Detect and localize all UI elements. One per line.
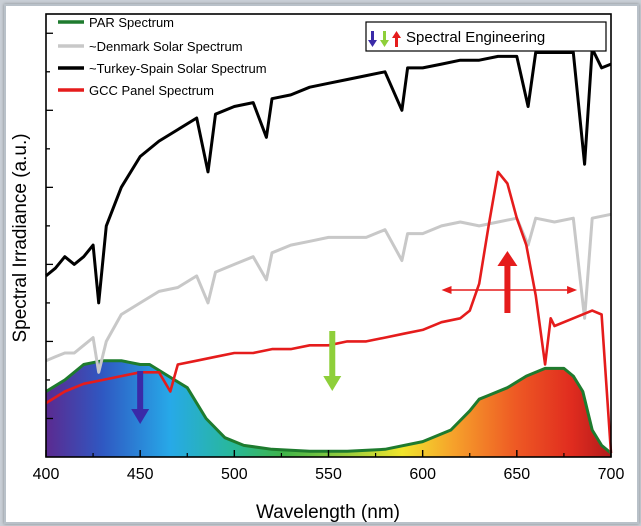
annotation-arrow-head bbox=[131, 409, 150, 424]
annotation-arrow-head bbox=[323, 376, 342, 391]
x-tick-label: 700 bbox=[598, 466, 625, 483]
annotation-arrow-shaft bbox=[504, 265, 511, 313]
annotation-arrow-shaft bbox=[137, 371, 144, 410]
legend-label-turkey-spain: ~Turkey-Spain Solar Spectrum bbox=[89, 61, 267, 76]
turkey-spain-spectrum-line bbox=[45, 47, 612, 305]
y-axis-title: Spectral Irradiance (a.u.) bbox=[10, 133, 31, 342]
spectral-engineering-box: Spectral Engineering bbox=[365, 21, 607, 52]
legend-label-par: PAR Spectrum bbox=[89, 15, 174, 30]
annotation-arrow-head bbox=[567, 286, 578, 294]
legend-label-gcc: GCC Panel Spectrum bbox=[89, 83, 214, 98]
x-tick-label: 450 bbox=[127, 466, 154, 483]
annotation-arrow-head bbox=[441, 286, 452, 294]
denmark-spectrum-line bbox=[45, 212, 612, 374]
chart-canvas: 400 450 500 550 600 650 700 Wavelength (nm) Sp… bbox=[10, 13, 625, 522]
gcc-panel-spectrum-line bbox=[45, 170, 613, 454]
blue-down-arrow-icon bbox=[368, 31, 377, 47]
legend: PAR Spectrum ~Denmark Solar Spectrum ~Tu… bbox=[58, 15, 267, 98]
x-tick-label: 600 bbox=[409, 466, 436, 483]
x-tick-label: 500 bbox=[221, 466, 248, 483]
green-down-arrow-icon bbox=[380, 31, 389, 47]
annotation-arrow-head bbox=[497, 251, 518, 266]
annotation-arrow-shaft bbox=[329, 331, 336, 377]
x-axis-title: Wavelength (nm) bbox=[256, 502, 400, 522]
x-tick-label: 400 bbox=[33, 466, 60, 483]
spectral-engineering-label: Spectral Engineering bbox=[406, 29, 545, 46]
chart-figure: 400 450 500 550 600 650 700 Wavelength (nm) Sp… bbox=[4, 4, 639, 524]
x-tick-label: 550 bbox=[315, 466, 342, 483]
red-up-arrow-icon bbox=[392, 31, 401, 47]
par-spectrum-line bbox=[45, 359, 612, 455]
x-tick-label: 650 bbox=[503, 466, 530, 483]
par-spectrum-area bbox=[46, 360, 611, 457]
legend-label-denmark: ~Denmark Solar Spectrum bbox=[89, 39, 243, 54]
